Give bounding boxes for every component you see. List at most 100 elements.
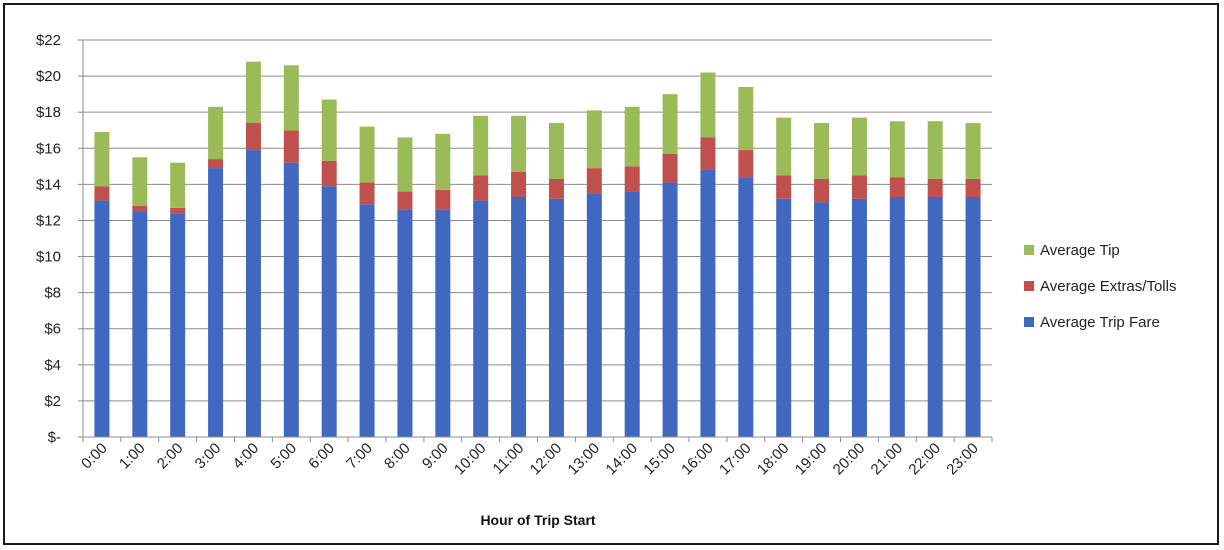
- bar-segment-average-tip-1900: [814, 123, 830, 179]
- bar-segment-average-trip-fare-600: [321, 186, 337, 437]
- bar-segment-average-trip-fare-2000: [851, 198, 867, 437]
- x-tick-label: 5:00: [267, 440, 300, 473]
- legend-label: Average Trip Fare: [1040, 313, 1160, 331]
- x-tick-label: 2:00: [154, 440, 187, 473]
- x-tick-label: 18:00: [754, 440, 793, 479]
- legend-swatch: [1024, 281, 1034, 291]
- bar-segment-average-tip-1100: [511, 115, 527, 172]
- bar-segment-average-trip-fare-1400: [624, 191, 640, 437]
- bar-segment-average-tip-2000: [851, 117, 867, 176]
- bar-segment-average-extras-tolls-1500: [662, 153, 678, 183]
- legend-item: Average Extras/Tolls: [1024, 268, 1214, 304]
- bar-segment-average-tip-1300: [586, 110, 602, 169]
- bar-segment-average-tip-100: [132, 157, 148, 207]
- x-tick-label: 3:00: [192, 440, 225, 473]
- bar-segment-average-extras-tolls-700: [359, 182, 375, 205]
- legend-label: Average Extras/Tolls: [1040, 277, 1177, 295]
- bar-segment-average-trip-fare-2300: [965, 196, 981, 437]
- bar-segment-average-extras-tolls-1100: [511, 171, 527, 197]
- bars: [94, 61, 981, 438]
- bar-segment-average-trip-fare-400: [245, 150, 261, 437]
- bar-segment-average-extras-tolls-1200: [548, 178, 564, 199]
- x-tick-label: 14:00: [602, 440, 641, 479]
- bar-segment-average-tip-400: [245, 61, 261, 124]
- bar-segment-average-extras-tolls-2200: [927, 178, 943, 197]
- bar-segment-average-tip-1500: [662, 94, 678, 154]
- bar-segment-average-tip-2300: [965, 123, 981, 179]
- x-tick-label: 19:00: [792, 440, 831, 479]
- legend-item: Average Trip Fare: [1024, 304, 1214, 340]
- x-tick-label: 21:00: [868, 440, 907, 479]
- bar-segment-average-trip-fare-900: [435, 209, 451, 437]
- x-tick-label: 10:00: [451, 440, 490, 479]
- y-tick-label: $20: [36, 68, 61, 85]
- bar-segment-average-extras-tolls-300: [208, 159, 224, 169]
- bar-segment-average-trip-fare-1200: [548, 198, 564, 437]
- bar-segment-average-extras-tolls-100: [132, 206, 148, 212]
- bar-segment-average-trip-fare-1600: [700, 169, 716, 437]
- bar-segment-average-tip-1400: [624, 106, 640, 167]
- bar-segment-average-extras-tolls-1000: [473, 175, 489, 201]
- bar-segment-average-tip-2200: [927, 121, 943, 179]
- bar-segment-average-trip-fare-1800: [776, 198, 792, 437]
- bar-segment-average-extras-tolls-2100: [889, 177, 905, 197]
- x-tick-label: 13:00: [565, 440, 604, 479]
- x-tick-label: 4:00: [230, 440, 263, 473]
- x-tick-label: 20:00: [830, 440, 869, 479]
- legend: Average Tip Average Extras/Tolls Average T…: [1024, 232, 1214, 340]
- bar-segment-average-extras-tolls-800: [397, 191, 413, 210]
- x-tick-label: 6:00: [305, 440, 338, 473]
- y-tick-label: $8: [44, 285, 61, 302]
- y-tick-label: $12: [36, 212, 61, 229]
- bar-segment-average-extras-tolls-1800: [776, 175, 792, 199]
- bar-segment-average-trip-fare-1300: [586, 193, 602, 437]
- y-tick-label: $2: [44, 393, 61, 410]
- bar-segment-average-tip-1700: [738, 86, 754, 151]
- bar-segment-average-trip-fare-800: [397, 209, 413, 437]
- bar-segment-average-extras-tolls-1600: [700, 137, 716, 170]
- bar-segment-average-tip-1200: [548, 123, 564, 179]
- chart-frame: [3, 3, 1219, 545]
- y-tick-label: $6: [44, 321, 61, 338]
- bar-segment-average-tip-1000: [473, 115, 489, 176]
- x-tick-label: 9:00: [419, 440, 452, 473]
- y-tick-label: $22: [36, 32, 61, 49]
- bar-segment-average-extras-tolls-1400: [624, 166, 640, 192]
- gridlines: [83, 39, 992, 402]
- x-tick-label: 17:00: [716, 440, 755, 479]
- y-tick-label: $10: [36, 249, 61, 266]
- bar-segment-average-trip-fare-200: [170, 213, 186, 437]
- legend-item: Average Tip: [1024, 232, 1214, 268]
- legend-label: Average Tip: [1040, 241, 1120, 259]
- bar-segment-average-trip-fare-2200: [927, 196, 943, 437]
- bar-segment-average-trip-fare-2100: [889, 196, 905, 437]
- legend-swatch: [1024, 245, 1034, 255]
- bar-segment-average-extras-tolls-400: [245, 123, 261, 151]
- x-tick-label: 1:00: [116, 440, 149, 473]
- bar-segment-average-extras-tolls-500: [283, 130, 299, 163]
- bar-segment-average-extras-tolls-2000: [851, 175, 867, 199]
- bar-segment-average-extras-tolls-1900: [814, 178, 830, 203]
- x-tick-label: 12:00: [527, 440, 566, 479]
- x-tick-label: 23:00: [943, 440, 982, 479]
- bar-segment-average-trip-fare-1100: [511, 196, 527, 437]
- y-tick-label: $14: [36, 176, 61, 193]
- bar-segment-average-extras-tolls-200: [170, 207, 186, 214]
- y-tick-label: $16: [36, 140, 61, 157]
- bar-segment-average-extras-tolls-000: [94, 186, 110, 201]
- bar-segment-average-tip-500: [283, 65, 299, 131]
- x-tick-label: 16:00: [678, 440, 717, 479]
- x-tick-labels: 0:00 1:00 2:00 3:00 4:00 5:00 6:00 7:00 8:00 9:00…: [78, 440, 982, 479]
- legend-swatch: [1024, 317, 1034, 327]
- x-tick-label: 22:00: [905, 440, 944, 479]
- bar-segment-average-tip-600: [321, 99, 337, 161]
- bar-segment-average-tip-1600: [700, 72, 716, 138]
- y-tick-label: $4: [44, 357, 61, 374]
- bar-segment-average-tip-800: [397, 137, 413, 192]
- bar-segment-average-extras-tolls-2300: [965, 178, 981, 197]
- bar-segment-average-trip-fare-300: [208, 168, 224, 437]
- bar-segment-average-trip-fare-1000: [473, 200, 489, 437]
- bar-segment-average-trip-fare-100: [132, 211, 148, 437]
- bar-segment-average-extras-tolls-1700: [738, 150, 754, 178]
